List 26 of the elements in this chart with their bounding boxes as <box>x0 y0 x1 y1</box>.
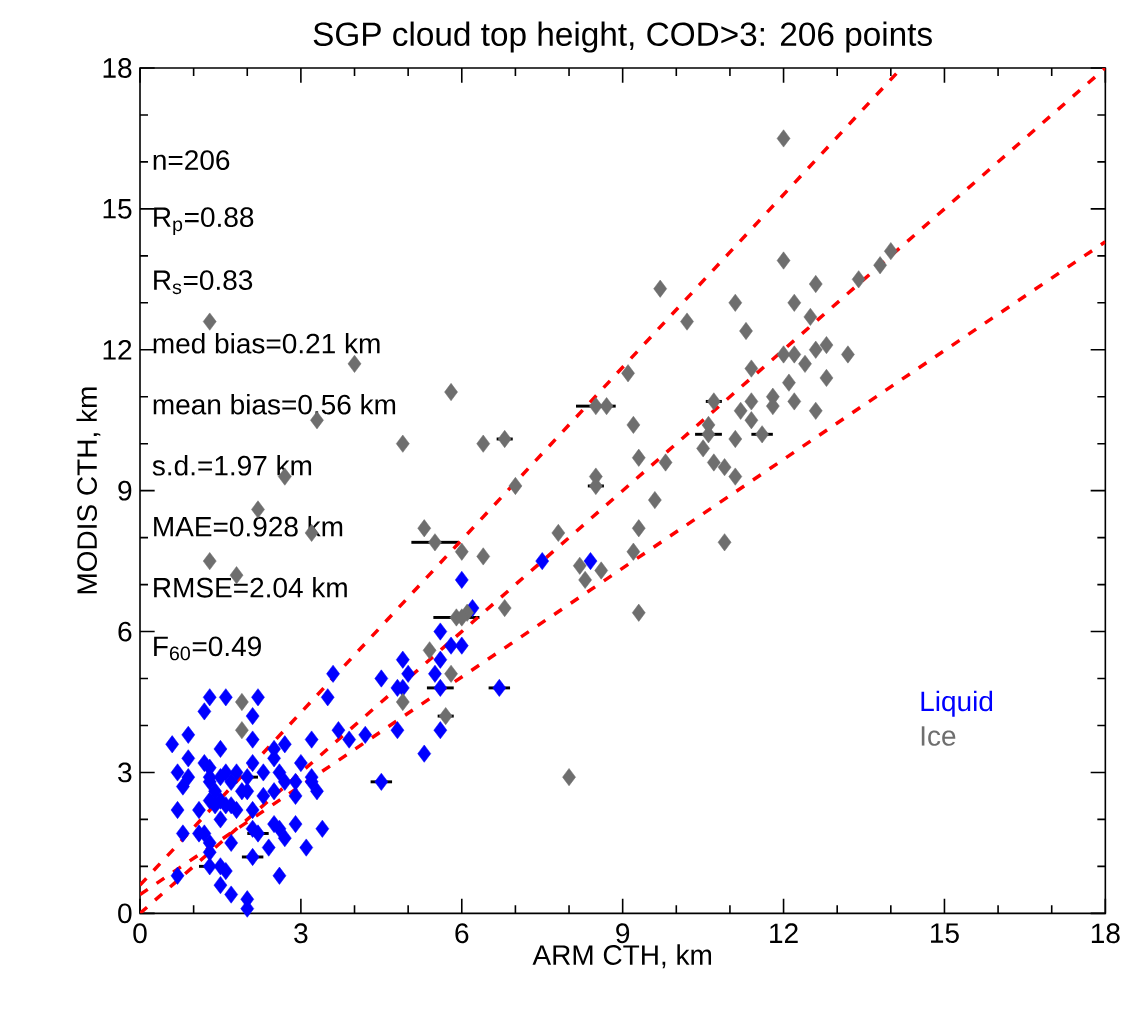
y-tick-label: 9 <box>118 480 132 501</box>
chart-title: SGP cloud top height, COD>3: 206 points <box>313 21 932 53</box>
annotation: RMSE=2.04 km <box>154 576 347 598</box>
y-axis-title: MODIS CTH, km <box>76 387 101 594</box>
x-tick-label: 18 <box>1091 923 1120 944</box>
y-tick-label: 3 <box>118 762 132 783</box>
annotation: med bias=0.21 km <box>153 332 380 354</box>
y-tick-label: 15 <box>103 198 132 219</box>
annotation: mean bias=0.56 km <box>153 393 396 415</box>
y-tick-label: 18 <box>103 57 132 78</box>
x-tick-label: 12 <box>770 923 798 943</box>
y-tick-label: 6 <box>118 621 132 642</box>
x-tick-label: 15 <box>931 923 959 943</box>
text: Liquid <box>921 690 993 717</box>
annotation: F$_{60}$=0.49 <box>154 636 261 661</box>
y-tick-label: 0 <box>118 903 132 924</box>
annotation: R$_{s}$=0.83 <box>154 270 253 294</box>
x-tick-label: 0 <box>133 923 147 944</box>
x-tick-label: 3 <box>294 923 308 944</box>
text: Ice <box>921 726 956 746</box>
x-tick-label: 9 <box>616 923 630 944</box>
annotation: R$_{p}$=0.88 <box>154 207 254 235</box>
x-tick-label: 6 <box>455 923 469 944</box>
y-tick-label: 12 <box>103 339 132 360</box>
x-axis-title: ARM CTH, km <box>532 944 712 969</box>
annotation: n=206 <box>153 150 230 170</box>
